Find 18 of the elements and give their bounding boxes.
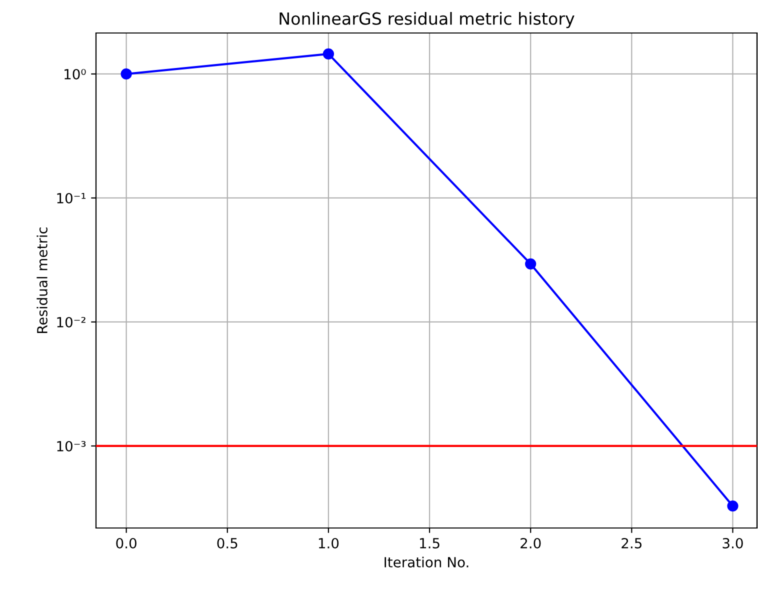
- y-tick-label: 10⁻¹: [57, 192, 86, 204]
- x-axis-title: Iteration No.: [384, 556, 468, 568]
- x-tick-label: 2.0: [520, 538, 541, 548]
- y-tick-label: 10⁰: [64, 68, 86, 80]
- y-tick-label: 10⁻³: [57, 440, 86, 452]
- point: [727, 500, 738, 512]
- y-tick-label: 10⁻²: [57, 316, 86, 328]
- x-tick-label: 2.5: [622, 538, 642, 548]
- y-axis-title: Residual metric: [36, 227, 48, 334]
- x-tick-label: 1.5: [420, 538, 440, 548]
- point: [525, 258, 536, 270]
- x-tick-label: 0.0: [116, 538, 136, 548]
- point: [322, 48, 334, 60]
- point: [120, 68, 132, 80]
- chart-title: NonlinearGS residual metric history: [280, 12, 574, 28]
- x-tick-label: 1.0: [318, 538, 339, 548]
- x-tick-label: 3.0: [722, 538, 743, 548]
- x-tick-label: 0.5: [217, 538, 238, 548]
